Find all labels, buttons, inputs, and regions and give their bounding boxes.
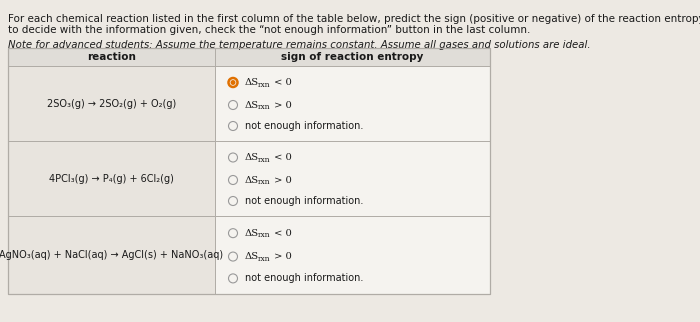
- Text: to decide with the information given, check the “not enough information” button : to decide with the information given, ch…: [8, 25, 531, 35]
- Bar: [8, 48, 490, 294]
- Text: ΔS: ΔS: [245, 153, 259, 162]
- Text: > 0: > 0: [271, 175, 292, 185]
- Text: reaction: reaction: [87, 52, 136, 62]
- Text: < 0: < 0: [271, 229, 292, 238]
- Text: < 0: < 0: [271, 153, 292, 162]
- Text: ΔS: ΔS: [245, 175, 259, 185]
- Circle shape: [228, 229, 237, 238]
- Bar: [8, 66, 215, 141]
- Text: rxn: rxn: [258, 103, 271, 111]
- Bar: [8, 216, 215, 294]
- Bar: [215, 66, 490, 141]
- Text: not enough information.: not enough information.: [245, 196, 363, 206]
- Bar: [8, 48, 490, 66]
- Text: AgNO₃(aq) + NaCl(aq) → AgCl(s) + NaNO₃(aq): AgNO₃(aq) + NaCl(aq) → AgCl(s) + NaNO₃(a…: [0, 250, 223, 260]
- Circle shape: [228, 252, 237, 261]
- Text: sign of reaction entropy: sign of reaction entropy: [281, 52, 424, 62]
- Text: 2SO₃(g) → 2SO₂(g) + O₂(g): 2SO₃(g) → 2SO₂(g) + O₂(g): [47, 99, 176, 109]
- Text: Note for advanced students: Assume the temperature remains constant. Assume all : Note for advanced students: Assume the t…: [8, 40, 591, 50]
- Text: rxn: rxn: [258, 231, 271, 239]
- Circle shape: [230, 80, 235, 85]
- Text: rxn: rxn: [258, 80, 271, 89]
- Circle shape: [228, 100, 237, 109]
- Circle shape: [228, 153, 237, 162]
- Text: > 0: > 0: [271, 100, 292, 109]
- Text: rxn: rxn: [258, 178, 271, 186]
- Text: rxn: rxn: [258, 255, 271, 262]
- Text: not enough information.: not enough information.: [245, 273, 363, 283]
- Bar: [215, 216, 490, 294]
- Text: not enough information.: not enough information.: [245, 121, 363, 131]
- Circle shape: [228, 196, 237, 205]
- Text: For each chemical reaction listed in the first column of the table below, predic: For each chemical reaction listed in the…: [8, 14, 700, 24]
- Circle shape: [228, 121, 237, 130]
- Text: > 0: > 0: [271, 252, 292, 261]
- Text: < 0: < 0: [271, 78, 292, 87]
- Bar: [8, 141, 215, 216]
- Text: rxn: rxn: [258, 156, 271, 164]
- Text: ΔS: ΔS: [245, 229, 259, 238]
- Text: ΔS: ΔS: [245, 100, 259, 109]
- Bar: [215, 141, 490, 216]
- Text: ΔS: ΔS: [245, 252, 259, 261]
- Circle shape: [228, 175, 237, 185]
- Circle shape: [228, 274, 237, 283]
- Text: ΔS: ΔS: [245, 78, 259, 87]
- Text: 4PCl₃(g) → P₄(g) + 6Cl₂(g): 4PCl₃(g) → P₄(g) + 6Cl₂(g): [49, 174, 174, 184]
